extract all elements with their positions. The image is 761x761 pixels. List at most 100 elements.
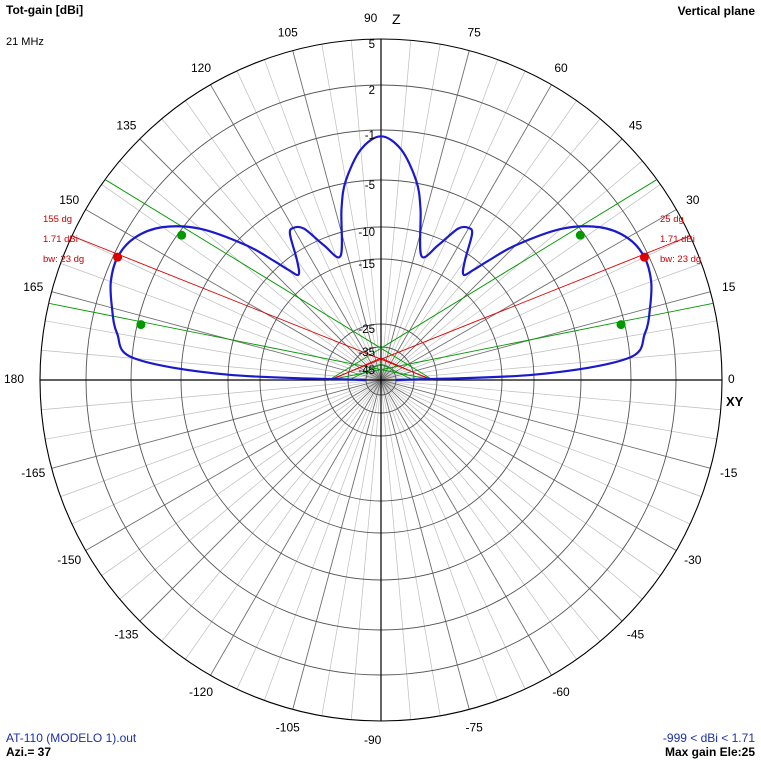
minor-spoke — [60, 263, 382, 381]
minor-spoke — [380, 184, 661, 381]
angle-tick-label: -45 — [627, 628, 645, 642]
major-spoke — [380, 138, 623, 381]
beam-annotation: 1.71 dBi — [660, 234, 695, 245]
max-gain-label: Max gain Ele:25 — [664, 745, 755, 759]
major-spoke — [139, 138, 382, 381]
minor-spoke — [185, 100, 382, 381]
major-spoke — [380, 291, 711, 381]
minor-spoke — [380, 40, 412, 381]
minor-spoke — [380, 379, 702, 497]
major-spoke — [210, 379, 382, 676]
minor-spoke — [41, 349, 382, 381]
major-spoke — [292, 379, 382, 710]
minor-spoke — [380, 44, 441, 381]
angle-tick-label: 150 — [59, 193, 79, 207]
major-spoke — [380, 50, 470, 381]
minor-spoke — [380, 379, 721, 411]
minor-spoke — [380, 379, 498, 701]
angle-tick-label: 30 — [686, 193, 700, 207]
radial-tick-label: 5 — [369, 39, 375, 51]
minor-spoke — [45, 320, 382, 381]
angle-tick-label: -90 — [364, 733, 382, 747]
angle-tick-label: -165 — [21, 466, 45, 480]
plane-label: Vertical plane — [677, 4, 755, 18]
pattern-curve — [109, 135, 653, 382]
xy-axis-label: XY — [726, 394, 744, 409]
major-spoke — [380, 209, 677, 381]
major-spoke — [380, 379, 470, 710]
angle-tick-label: 135 — [116, 118, 136, 132]
azimuth-label: Azi.= 37 — [6, 745, 52, 759]
angle-tick-label: 75 — [467, 25, 481, 39]
minor-spoke — [236, 70, 382, 381]
minor-spoke — [380, 235, 691, 381]
half-power-point — [616, 320, 626, 330]
half-power-point — [177, 230, 187, 240]
angle-tick-label: -15 — [720, 466, 738, 480]
minor-spoke — [350, 379, 382, 720]
minor-spoke — [60, 379, 382, 497]
major-spoke — [380, 379, 552, 676]
minor-spoke — [161, 379, 382, 642]
z-axis-label: Z — [392, 11, 401, 27]
beam-annotation: bw: 23 dg — [660, 254, 701, 265]
angle-tick-label: -120 — [189, 685, 213, 699]
beam-origin-mark — [330, 357, 432, 381]
minor-spoke — [380, 379, 661, 576]
minor-spoke — [380, 379, 577, 660]
angle-tick-label: -135 — [114, 628, 138, 642]
beam-annotation: 1.71 dBi — [43, 234, 78, 245]
major-spoke — [51, 379, 382, 469]
major-spoke — [85, 209, 382, 381]
angle-tick-label: -75 — [466, 721, 484, 735]
beam-annotation: 25 dg — [660, 214, 684, 225]
minor-spoke — [264, 379, 382, 701]
minor-spoke — [380, 263, 702, 381]
major-spoke — [85, 379, 382, 551]
frequency-label: 21 MHz — [6, 36, 44, 48]
minor-spoke — [380, 59, 498, 381]
minor-spoke — [380, 70, 526, 381]
plot-title: Tot-gain [dBi] — [6, 3, 84, 17]
minor-spoke — [71, 235, 382, 381]
radiation-pattern — [109, 135, 653, 382]
gain-range: -999 < dBi < 1.71 — [662, 731, 755, 745]
polar-grid — [39, 38, 723, 722]
angle-tick-label: 120 — [191, 61, 211, 75]
minor-spoke — [380, 160, 643, 381]
minor-spoke — [185, 379, 382, 660]
angle-tick-label: 15 — [722, 280, 736, 294]
max-gain-line — [328, 235, 691, 381]
angle-tick-label: 180 — [4, 372, 24, 386]
half-power-line — [328, 179, 658, 381]
angle-tick-label: 90 — [364, 11, 378, 25]
radial-tick-label: 2 — [369, 85, 375, 97]
half-power-line — [104, 179, 434, 381]
major-spoke — [210, 84, 382, 381]
minor-spoke — [45, 379, 382, 440]
minor-spoke — [380, 320, 717, 381]
angle-tick-label: -150 — [57, 553, 81, 567]
minor-spoke — [380, 118, 601, 381]
major-spoke — [380, 84, 552, 381]
angle-tick-label: -60 — [552, 685, 570, 699]
major-spoke — [380, 379, 677, 551]
hp-origin-mark — [348, 363, 414, 381]
minor-spoke — [101, 184, 382, 381]
minor-spoke — [321, 44, 382, 381]
max-gain-point — [639, 252, 649, 262]
angle-tick-label: 60 — [554, 61, 568, 75]
minor-spoke — [380, 379, 526, 690]
file-name: AT-110 (MODELO 1).out — [6, 731, 137, 745]
major-spoke — [292, 50, 382, 381]
minor-spoke — [321, 379, 382, 716]
half-power-point — [575, 230, 585, 240]
minor-spoke — [380, 379, 643, 600]
radial-tick-label: -10 — [358, 227, 375, 239]
major-spoke — [139, 379, 382, 622]
tick-labels: 25 dg 1.71 dBi bw: 23 dg 155 dg 1.71 dBi bw: … — [4, 11, 744, 747]
minor-spoke — [380, 379, 717, 440]
radial-tick-label: -35 — [358, 347, 375, 359]
minor-spoke — [161, 118, 382, 381]
angle-tick-label: -105 — [276, 721, 300, 735]
